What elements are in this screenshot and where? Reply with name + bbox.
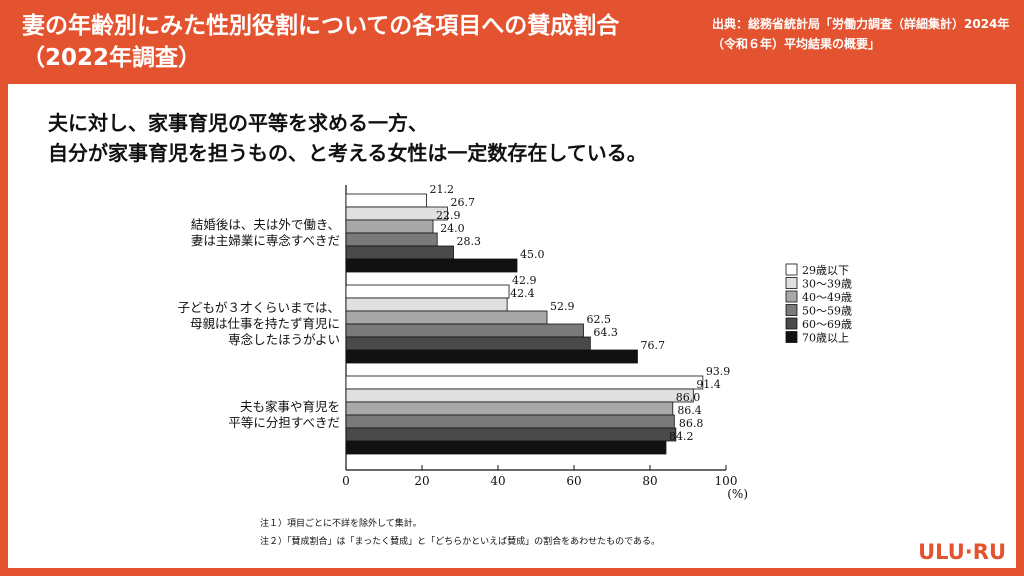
category-label: 母親は仕事を持たず育児に xyxy=(190,316,340,331)
bar-value-label: 86.0 xyxy=(676,391,701,404)
category-label: 妻は主婦業に専念すべきだ xyxy=(191,233,340,248)
note-1: 注１）項目ごとに不詳を除外して集計。 xyxy=(260,519,422,529)
headline-line-1: 夫に対し、家事育児の平等を求める一方、 xyxy=(48,111,428,135)
bar-30～39歳 xyxy=(345,388,694,403)
legend-label: 40～49歳 xyxy=(802,291,852,304)
category-label: 平等に分担すべきだ xyxy=(228,415,340,430)
bar-40～49歳 xyxy=(345,401,674,416)
bar-value-label: 21.2 xyxy=(430,183,455,196)
bar-50～59歳 xyxy=(345,323,584,338)
bar-60～69歳 xyxy=(345,336,591,351)
legend-swatch-29歳以下 xyxy=(785,263,798,276)
bar-value-label: 26.7 xyxy=(450,196,475,209)
x-axis-unit: (%) xyxy=(727,487,748,501)
bar-29歳以下 xyxy=(345,193,427,208)
bar-value-label: 91.4 xyxy=(696,378,721,391)
bar-40～49歳 xyxy=(345,310,548,325)
bar-30～39歳 xyxy=(345,206,448,221)
legend-swatch-40～49歳 xyxy=(785,290,798,303)
x-tick-label: 60 xyxy=(566,474,581,488)
bar-60～69歳 xyxy=(345,427,677,442)
x-tick-label: 20 xyxy=(414,474,429,488)
bar-70歳以上 xyxy=(345,349,638,364)
bar-value-label: 64.3 xyxy=(593,326,618,339)
bar-value-label: 42.9 xyxy=(512,274,537,287)
bar-70歳以上 xyxy=(345,440,667,455)
category-label: 夫も家事や育児を xyxy=(240,399,340,414)
bar-value-label: 62.5 xyxy=(587,313,612,326)
legend-label: 29歳以下 xyxy=(802,264,849,277)
bar-value-label: 86.4 xyxy=(677,404,702,417)
x-tick-label: 80 xyxy=(642,474,657,488)
category-label: 専念したほうがよい xyxy=(228,332,340,347)
bar-value-label: 28.3 xyxy=(457,235,482,248)
bar-29歳以下 xyxy=(345,375,704,390)
bar-60～69歳 xyxy=(345,245,454,260)
category-label: 結婚後は、夫は外で働き、 xyxy=(191,217,340,232)
x-tick-label: 100 xyxy=(715,474,738,488)
bar-29歳以下 xyxy=(345,284,510,299)
frame-bottom xyxy=(0,568,1024,576)
legend-label: 70歳以上 xyxy=(802,332,849,345)
bar-value-label: 22.9 xyxy=(436,209,461,222)
bar-value-label: 45.0 xyxy=(520,248,545,261)
bar-30～39歳 xyxy=(345,297,508,312)
bar-value-label: 76.7 xyxy=(640,339,665,352)
legend-swatch-30～39歳 xyxy=(785,277,798,289)
legend-label: 30～39歳 xyxy=(802,278,852,291)
bar-50～59歳 xyxy=(345,414,675,429)
page-title: 妻の年齢別にみた性別役割についての各項目への賛成割合（2022年調査） xyxy=(22,13,620,71)
bar-value-label: 24.0 xyxy=(440,222,465,235)
source-citation: 出典：総務省統計局「労働力調査（詳細集計）2024年（令和６年）平均結果の概要」 xyxy=(712,17,1010,51)
x-tick-label: 40 xyxy=(490,474,505,488)
bar-value-label: 86.8 xyxy=(679,417,704,430)
category-label: 子どもが３才くらいまでは、 xyxy=(177,300,340,315)
bar-40～49歳 xyxy=(345,219,434,234)
bar-50～59歳 xyxy=(345,232,438,247)
bar-value-label: 93.9 xyxy=(706,365,731,378)
bar-value-label: 52.9 xyxy=(550,300,575,313)
header-bar xyxy=(0,0,1024,84)
bar-value-label: 84.2 xyxy=(669,430,694,443)
frame-right xyxy=(1016,84,1024,576)
note-2: 注２）「賛成割合」は「まったく賛成」と「どちらかといえば賛成」の割合をあわせたも… xyxy=(260,537,661,547)
legend-swatch-70歳以上 xyxy=(785,331,798,343)
legend-label: 50～59歳 xyxy=(802,305,852,318)
legend-swatch-50～59歳 xyxy=(785,304,798,316)
headline-line-2: 自分が家事育児を担うもの、と考える女性は一定数存在している。 xyxy=(48,141,647,165)
frame-left xyxy=(0,84,8,576)
x-tick-label: 0 xyxy=(342,474,350,488)
bar-70歳以上 xyxy=(345,258,518,273)
legend-swatch-60～69歳 xyxy=(785,317,798,330)
legend-label: 60～69歳 xyxy=(802,318,852,331)
bar-value-label: 42.4 xyxy=(510,287,535,300)
headline: 夫に対し、家事育児の平等を求める一方、 自分が家事育児を担うもの、と考える女性は… xyxy=(48,108,948,168)
brand-logo: ULU·RU xyxy=(918,540,1006,564)
